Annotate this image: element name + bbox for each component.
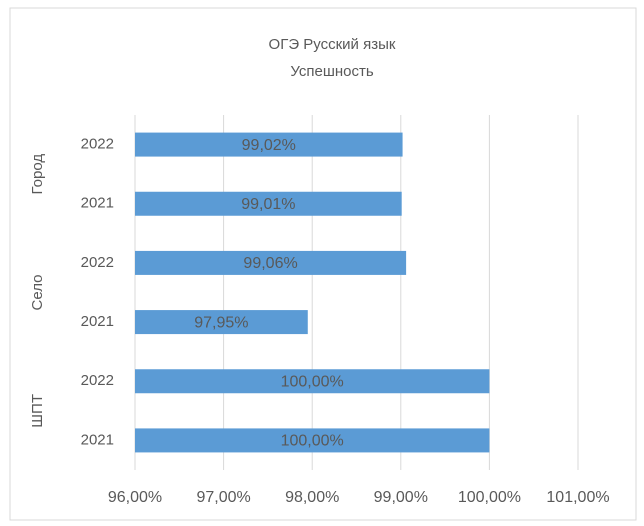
bar	[135, 369, 490, 394]
x-tick-label: 100,00%	[458, 489, 521, 506]
data-label: 99,02%	[242, 137, 296, 154]
bar	[135, 428, 490, 453]
y-tick-label: 2021	[81, 431, 114, 448]
x-tick-label: 98,00%	[285, 489, 339, 506]
y-tick-label: 2022	[81, 372, 114, 389]
y-tick-label: 2021	[81, 313, 114, 330]
y-tick-label: 2022	[81, 136, 114, 153]
group-label: ШПТ	[29, 394, 46, 428]
chart-subtitle: Успешность	[290, 63, 374, 80]
data-label: 99,06%	[243, 255, 297, 272]
data-label: 97,95%	[194, 314, 248, 331]
data-label: 100,00%	[281, 373, 344, 390]
y-tick-label: 2022	[81, 254, 114, 271]
x-tick-label: 96,00%	[108, 489, 162, 506]
bar	[135, 310, 308, 335]
bar	[135, 132, 403, 157]
group-label: Город	[29, 154, 46, 195]
chart-title: ОГЭ Русский язык	[269, 36, 396, 53]
bar	[135, 250, 407, 275]
x-tick-label: 97,00%	[196, 489, 250, 506]
y-tick-label: 2021	[81, 195, 114, 212]
x-tick-label: 99,00%	[374, 489, 428, 506]
data-label: 100,00%	[281, 433, 344, 450]
x-tick-label: 101,00%	[546, 489, 609, 506]
data-label: 99,01%	[241, 196, 295, 213]
bar	[135, 191, 402, 216]
group-label: Село	[29, 275, 46, 311]
